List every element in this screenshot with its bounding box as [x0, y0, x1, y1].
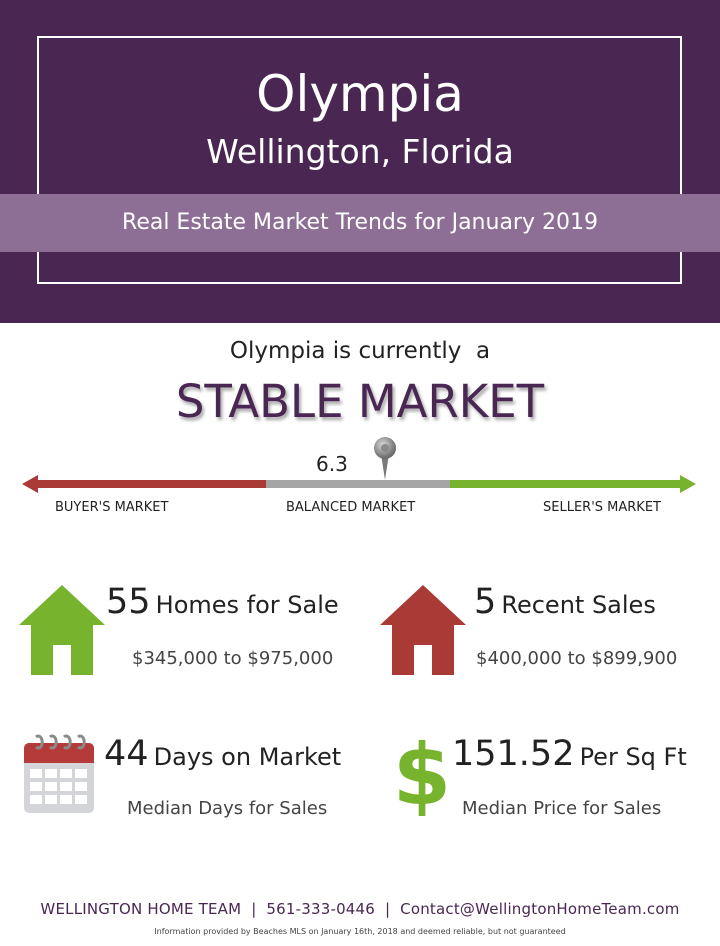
- price-per-sqft-heading: 151.52 Per Sq Ft: [452, 734, 687, 774]
- title-band: [0, 194, 720, 252]
- homes-for-sale-range: $345,000 to $975,000: [132, 648, 334, 669]
- house-icon: [19, 585, 105, 675]
- page-subtitle: Wellington, Florida: [206, 132, 514, 171]
- market-score: 6.3: [316, 452, 348, 476]
- band-text: Real Estate Market Trends for January 20…: [122, 210, 598, 235]
- seller-market-label: SELLER'S MARKET: [543, 500, 661, 515]
- price-per-sqft-label: Per Sq Ft: [579, 743, 687, 771]
- market-scale: 6.3 BUYER'S MARKET BALANCED MARKET SELLE…: [0, 430, 720, 530]
- footer-contact: WELLINGTON HOME TEAM | 561-333-0446 | Co…: [40, 900, 680, 918]
- days-on-market-label: Days on Market: [153, 743, 342, 771]
- buyer-market-label: BUYER'S MARKET: [55, 500, 169, 515]
- svg-text:$: $: [393, 730, 451, 816]
- page-title: Olympia: [256, 65, 464, 123]
- recent-sales-heading: 5 Recent Sales: [474, 582, 656, 622]
- market-intro: Olympia is currently a: [229, 338, 491, 364]
- arrow-left-icon: [22, 475, 38, 493]
- homes-for-sale-label: Homes for Sale: [155, 591, 339, 619]
- calendar-icon: [24, 734, 94, 813]
- days-on-market-sub: Median Days for Sales: [127, 798, 328, 819]
- market-status: STABLE MARKET: [175, 375, 545, 428]
- homes-for-sale-count: 55: [106, 582, 151, 622]
- house-icon: [380, 585, 466, 675]
- buyer-segment: [34, 480, 266, 488]
- price-per-sqft-value: 151.52: [452, 734, 575, 774]
- arrow-right-icon: [680, 475, 696, 493]
- footer-disclaimer: Information provided by Beaches MLS on J…: [154, 927, 566, 936]
- dollar-icon: $: [393, 730, 451, 816]
- days-on-market-heading: 44 Days on Market: [104, 734, 341, 774]
- days-on-market-count: 44: [104, 734, 149, 774]
- header-banner: [0, 0, 720, 323]
- balanced-market-label: BALANCED MARKET: [286, 500, 416, 515]
- homes-for-sale-heading: 55 Homes for Sale: [106, 582, 339, 622]
- seller-segment: [450, 480, 684, 488]
- header-frame: [37, 36, 682, 284]
- recent-sales-range: $400,000 to $899,900: [476, 648, 678, 669]
- balanced-segment: [266, 480, 450, 488]
- recent-sales-label: Recent Sales: [501, 591, 656, 619]
- map-pin-icon: [374, 437, 396, 480]
- price-per-sqft-sub: Median Price for Sales: [462, 798, 662, 819]
- recent-sales-count: 5: [474, 582, 497, 622]
